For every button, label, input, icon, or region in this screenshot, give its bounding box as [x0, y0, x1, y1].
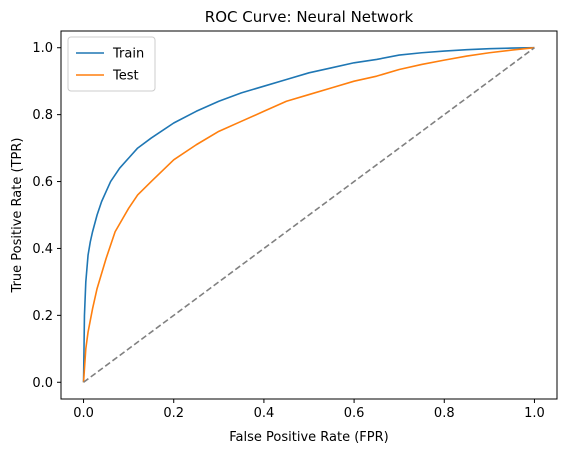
y-axis-label: True Positive Rate (TPR): [10, 138, 25, 294]
series-line-test: [82, 46, 535, 383]
y-tick-label: 0.0: [32, 376, 53, 391]
y-tick-label: 0.2: [32, 309, 53, 324]
x-tick-label: 0.6: [344, 406, 365, 421]
plot-area: [82, 46, 535, 383]
x-tick-label: 1.0: [524, 406, 545, 421]
x-tick-label: 0.2: [163, 406, 184, 421]
legend-label-train: Train: [112, 47, 144, 62]
series-line-train: [82, 46, 535, 383]
axis-ticks: 0.0 0.2 0.4 0.6 0.8 1.0 0.0 0.2 0.4 0.6 0.8 1.0: [32, 41, 544, 421]
x-tick-label: 0.8: [434, 406, 455, 421]
x-tick-label: 0.4: [254, 406, 275, 421]
y-tick-label: 0.6: [32, 175, 53, 190]
y-tick-label: 0.4: [32, 242, 53, 257]
chart-title: ROC Curve: Neural Network: [205, 8, 414, 26]
legend-box: [67, 36, 156, 92]
chance-diagonal-line: [83, 47, 535, 383]
y-tick-label: 1.0: [32, 41, 53, 56]
y-tick-label: 0.8: [32, 108, 53, 123]
x-axis-label: False Positive Rate (FPR): [229, 430, 388, 445]
plot-frame: [60, 30, 558, 400]
legend: Train Test: [67, 36, 156, 92]
legend-label-test: Test: [112, 69, 139, 84]
x-tick-label: 0.0: [73, 406, 94, 421]
